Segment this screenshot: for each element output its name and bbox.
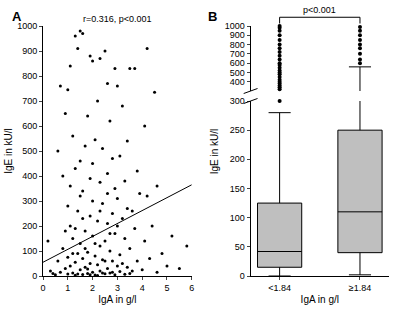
svg-text:IgA in g/l: IgA in g/l [98,294,136,305]
svg-text:50: 50 [235,242,245,252]
svg-text:500: 500 [22,146,37,156]
svg-text:150: 150 [230,184,245,194]
svg-text:300: 300 [230,96,245,106]
svg-text:B: B [208,9,217,24]
svg-text:200: 200 [230,154,245,164]
svg-text:900: 900 [230,30,245,40]
svg-text:IgE in kU/l: IgE in kU/l [3,128,14,174]
svg-text:p<0.001: p<0.001 [303,5,336,15]
svg-text:IgE in kU/l: IgE in kU/l [209,129,220,175]
svg-text:700: 700 [22,96,37,106]
svg-text:250: 250 [230,125,245,135]
svg-text:900: 900 [22,46,37,56]
svg-text:200: 200 [22,221,37,231]
svg-text:100: 100 [22,246,37,256]
svg-text:A: A [12,9,22,24]
svg-text:0: 0 [40,283,45,293]
svg-text:r=0.316, p<0.001: r=0.316, p<0.001 [83,14,152,24]
svg-text:300: 300 [22,196,37,206]
svg-text:<1.84: <1.84 [268,283,291,293]
svg-text:6: 6 [189,283,194,293]
svg-text:0: 0 [240,271,245,281]
svg-text:2: 2 [90,283,95,293]
svg-text:600: 600 [230,58,245,68]
svg-text:0: 0 [32,271,37,281]
svg-text:400: 400 [230,77,245,87]
svg-text:800: 800 [22,71,37,81]
svg-text:1: 1 [65,283,70,293]
svg-text:600: 600 [22,121,37,131]
svg-text:700: 700 [230,49,245,59]
svg-text:5: 5 [164,283,169,293]
svg-text:1000: 1000 [17,21,37,31]
svg-text:100: 100 [230,213,245,223]
svg-text:3: 3 [115,283,120,293]
svg-text:4: 4 [140,283,145,293]
svg-text:500: 500 [230,68,245,78]
svg-text:1000: 1000 [225,21,245,31]
svg-text:800: 800 [230,40,245,50]
svg-text:400: 400 [22,171,37,181]
svg-text:IgA in g/l: IgA in g/l [301,294,339,305]
svg-text:≥1.84: ≥1.84 [349,283,371,293]
